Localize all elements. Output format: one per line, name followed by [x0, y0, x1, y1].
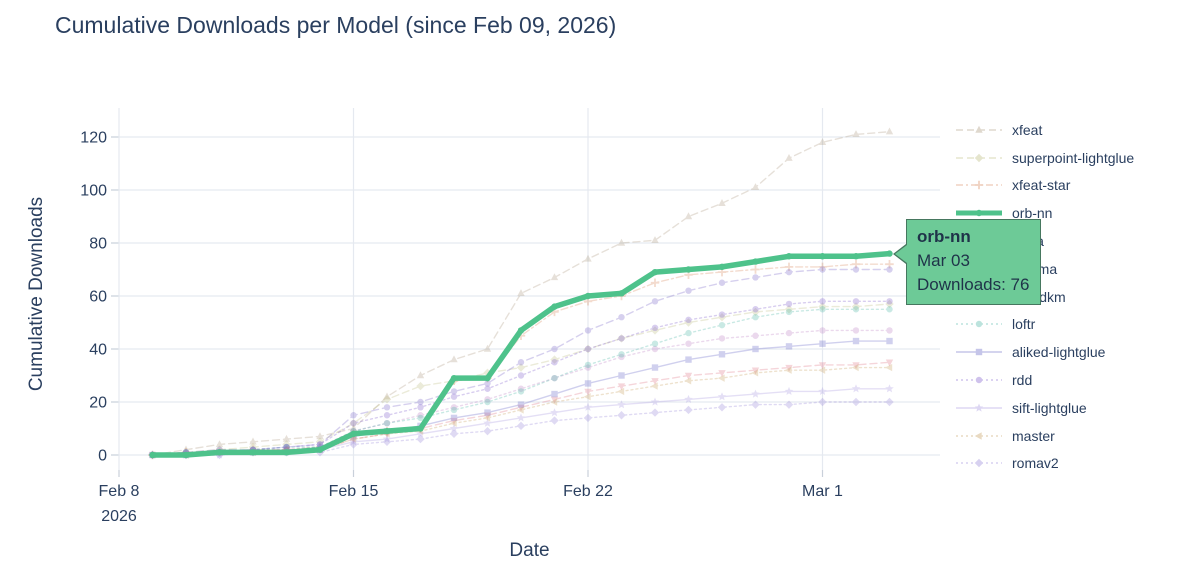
series-rdd[interactable] — [149, 298, 893, 459]
series-markers-orb-nn — [149, 250, 893, 459]
series-superpoint-lightglue[interactable] — [148, 299, 894, 460]
legend-label: loftr — [1012, 316, 1036, 333]
legend-item-master[interactable]: master — [954, 422, 1134, 450]
y-tick-label: 120 — [80, 130, 107, 147]
x-axis-title: Date — [509, 540, 550, 561]
tooltip-series-name: orb-nn — [917, 227, 971, 246]
legend-label: rdd — [1012, 372, 1033, 389]
x-tick-label: Feb 15 — [329, 483, 379, 500]
legend-label: master — [1012, 427, 1055, 444]
legend-item-loftr[interactable]: loftr — [954, 311, 1134, 339]
legend-sample-rdd — [956, 376, 1002, 384]
gridlines: 0 20 40 60 80 100 120 Feb 8 2026 Feb 15 Feb 22 Mar … — [80, 108, 940, 525]
legend-sample-master — [956, 431, 1002, 440]
legend-sample-xfeat-star — [956, 181, 1002, 190]
y-tick-label: 100 — [80, 183, 107, 200]
legend-item-aliked-lightglue[interactable]: aliked-lightglue — [954, 338, 1134, 366]
legend-label: orb-nn — [1012, 205, 1053, 222]
series-romav2[interactable] — [148, 397, 894, 460]
series-sift-lightglue[interactable] — [148, 384, 894, 459]
y-tick-label: 40 — [89, 342, 107, 359]
legend-sample-orb-nn — [956, 210, 1002, 217]
x-tick-label: Mar 1 — [802, 483, 843, 500]
tooltip-date: Mar 03 — [917, 251, 970, 271]
legend-sample-superpoint-lightglue — [956, 153, 1002, 162]
tooltip-downloads: Downloads: 76 — [917, 275, 1030, 295]
legend-label: sift-lightglue — [1012, 399, 1087, 416]
legend-item-superpoint-lightglue[interactable]: superpoint-lightglue — [954, 144, 1134, 172]
y-tick-label: 60 — [89, 289, 107, 306]
x-tick-label: Feb 22 — [563, 483, 613, 500]
legend-sample-sift-lightglue — [956, 403, 1002, 412]
legend-item-romav2[interactable]: romav2 — [954, 450, 1134, 478]
legend-item-orb-nn[interactable]: orb-nn — [954, 199, 1134, 227]
series-markers-rdd — [149, 298, 893, 459]
tooltip-arrow — [895, 245, 907, 263]
legend-item-xfeat[interactable]: xfeat — [954, 116, 1134, 144]
legend-label: romav2 — [1012, 455, 1059, 472]
series-orb-nn[interactable] — [149, 250, 893, 459]
x-tick-sublabel: 2026 — [101, 508, 137, 525]
series-aliked-lightglue[interactable] — [149, 337, 893, 459]
legend-sample-loftr — [956, 321, 1002, 328]
y-tick-label: 80 — [89, 236, 107, 253]
chart-title: Cumulative Downloads per Model (since Fe… — [55, 12, 617, 38]
series-minima[interactable] — [149, 327, 893, 459]
legend-item-sift-lightglue[interactable]: sift-lightglue — [954, 394, 1134, 422]
legend-item-rdd[interactable]: rdd — [954, 366, 1134, 394]
y-tick-label: 0 — [98, 448, 107, 465]
legend-sample-romav2 — [956, 459, 1002, 468]
legend: xfeat superpoint-lightglue xfeat-star orb-n… — [954, 116, 1134, 477]
x-tick-label: Feb 8 — [99, 483, 140, 500]
y-axis-title: Cumulative Downloads — [26, 196, 47, 392]
series-markers-romav2 — [148, 397, 894, 460]
legend-sample-xfeat — [956, 125, 1002, 133]
y-tick-label: 20 — [89, 395, 107, 412]
series-markers-sift-lightglue — [148, 384, 894, 459]
legend-label: xfeat-star — [1012, 177, 1071, 194]
legend-label: aliked-lightglue — [1012, 344, 1106, 361]
legend-label: superpoint-lightglue — [1012, 149, 1135, 166]
series-markers-minima — [149, 327, 893, 459]
series-markers-aliked-lightglue — [149, 337, 893, 459]
legend-item-xfeat-star[interactable]: xfeat-star — [954, 172, 1134, 200]
hover-tooltip: orb-nn Mar 03 Downloads: 76 — [893, 219, 1042, 306]
legend-label: xfeat — [1012, 121, 1043, 138]
legend-sample-aliked-lightglue — [956, 349, 1002, 356]
series-markers-superpoint-lightglue — [148, 299, 894, 460]
